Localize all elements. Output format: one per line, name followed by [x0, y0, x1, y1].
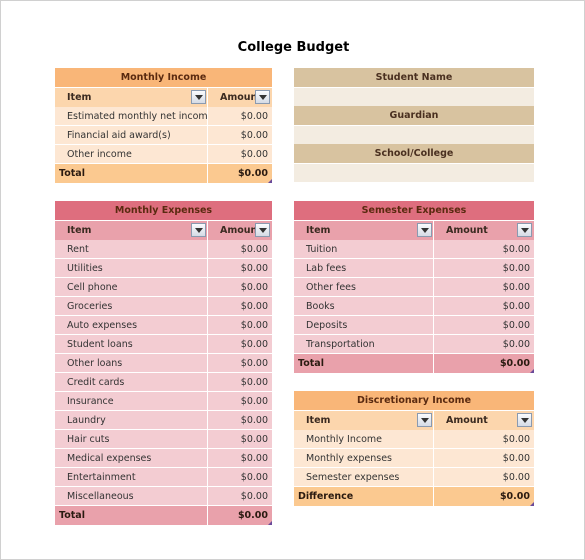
- amount-cell: $0.00: [434, 335, 534, 354]
- total-amount: $0.00: [434, 354, 534, 373]
- total-amount: $0.00: [208, 506, 272, 525]
- table-title: Monthly Income: [55, 68, 272, 87]
- amount-cell: $0.00: [434, 430, 534, 449]
- amount-cell: $0.00: [434, 316, 534, 335]
- corner-marker: [530, 369, 534, 373]
- table-title: Monthly Expenses: [55, 201, 272, 220]
- item-cell: Entertainment: [55, 468, 207, 487]
- amount-cell: $0.00: [208, 316, 272, 335]
- amount-cell: $0.00: [208, 145, 272, 164]
- item-cell: Other loans: [55, 354, 207, 373]
- item-cell: Monthly expenses: [294, 449, 433, 468]
- table-title: Discretionary Income: [294, 391, 534, 410]
- info-field[interactable]: [294, 126, 534, 144]
- item-cell: Insurance: [55, 392, 207, 411]
- column-header: Amount: [434, 411, 534, 430]
- total-amount: $0.00: [208, 164, 272, 183]
- column-header: Item: [294, 411, 433, 430]
- info-field[interactable]: [294, 164, 534, 182]
- corner-marker: [268, 179, 272, 183]
- item-cell: Auto expenses: [55, 316, 207, 335]
- item-cell: Miscellaneous: [55, 487, 207, 506]
- amount-cell: $0.00: [208, 449, 272, 468]
- filter-button[interactable]: [517, 413, 532, 427]
- amount-cell: $0.00: [434, 449, 534, 468]
- amount-cell: $0.00: [434, 468, 534, 487]
- total-label: Total: [55, 164, 207, 183]
- item-cell: Lab fees: [294, 259, 433, 278]
- corner-marker: [530, 502, 534, 506]
- amount-cell: $0.00: [434, 240, 534, 259]
- item-cell: Transportation: [294, 335, 433, 354]
- table-title: Semester Expenses: [294, 201, 534, 220]
- item-cell: Deposits: [294, 316, 433, 335]
- info-label: School/College: [294, 144, 534, 163]
- filter-button[interactable]: [417, 413, 432, 427]
- filter-button[interactable]: [191, 90, 206, 104]
- amount-cell: $0.00: [208, 411, 272, 430]
- column-header: Amount: [434, 221, 534, 240]
- total-label: Difference: [294, 487, 433, 506]
- item-cell: Groceries: [55, 297, 207, 316]
- item-cell: Laundry: [55, 411, 207, 430]
- amount-cell: $0.00: [208, 335, 272, 354]
- info-label: Guardian: [294, 106, 534, 125]
- amount-cell: $0.00: [208, 240, 272, 259]
- filter-button[interactable]: [417, 223, 432, 237]
- item-cell: Estimated monthly net income: [55, 107, 207, 126]
- amount-cell: $0.00: [208, 107, 272, 126]
- amount-cell: $0.00: [434, 259, 534, 278]
- item-cell: Financial aid award(s): [55, 126, 207, 145]
- item-cell: Other fees: [294, 278, 433, 297]
- column-header: Item: [55, 88, 207, 107]
- filter-button[interactable]: [517, 223, 532, 237]
- amount-cell: $0.00: [208, 468, 272, 487]
- corner-marker: [268, 521, 272, 525]
- amount-cell: $0.00: [208, 278, 272, 297]
- column-header: Item: [294, 221, 433, 240]
- item-cell: Semester expenses: [294, 468, 433, 487]
- total-label: Total: [294, 354, 433, 373]
- total-label: Total: [55, 506, 207, 525]
- item-cell: Utilities: [55, 259, 207, 278]
- amount-cell: $0.00: [208, 259, 272, 278]
- item-cell: Credit cards: [55, 373, 207, 392]
- item-cell: Monthly Income: [294, 430, 433, 449]
- amount-cell: $0.00: [208, 392, 272, 411]
- item-cell: Books: [294, 297, 433, 316]
- filter-button[interactable]: [255, 90, 270, 104]
- item-cell: Medical expenses: [55, 449, 207, 468]
- column-header: Item: [55, 221, 207, 240]
- amount-cell: $0.00: [434, 297, 534, 316]
- item-cell: Hair cuts: [55, 430, 207, 449]
- item-cell: Cell phone: [55, 278, 207, 297]
- filter-button[interactable]: [191, 223, 206, 237]
- info-field[interactable]: [294, 88, 534, 106]
- amount-cell: $0.00: [208, 354, 272, 373]
- amount-cell: $0.00: [208, 297, 272, 316]
- total-amount: $0.00: [434, 487, 534, 506]
- item-cell: Tuition: [294, 240, 433, 259]
- item-cell: Rent: [55, 240, 207, 259]
- amount-cell: $0.00: [208, 373, 272, 392]
- filter-button[interactable]: [255, 223, 270, 237]
- amount-cell: $0.00: [208, 430, 272, 449]
- item-cell: Student loans: [55, 335, 207, 354]
- item-cell: Other income: [55, 145, 207, 164]
- title: College Budget: [237, 39, 350, 55]
- amount-cell: $0.00: [208, 487, 272, 506]
- amount-cell: $0.00: [434, 278, 534, 297]
- info-label: Student Name: [294, 68, 534, 87]
- amount-cell: $0.00: [208, 126, 272, 145]
